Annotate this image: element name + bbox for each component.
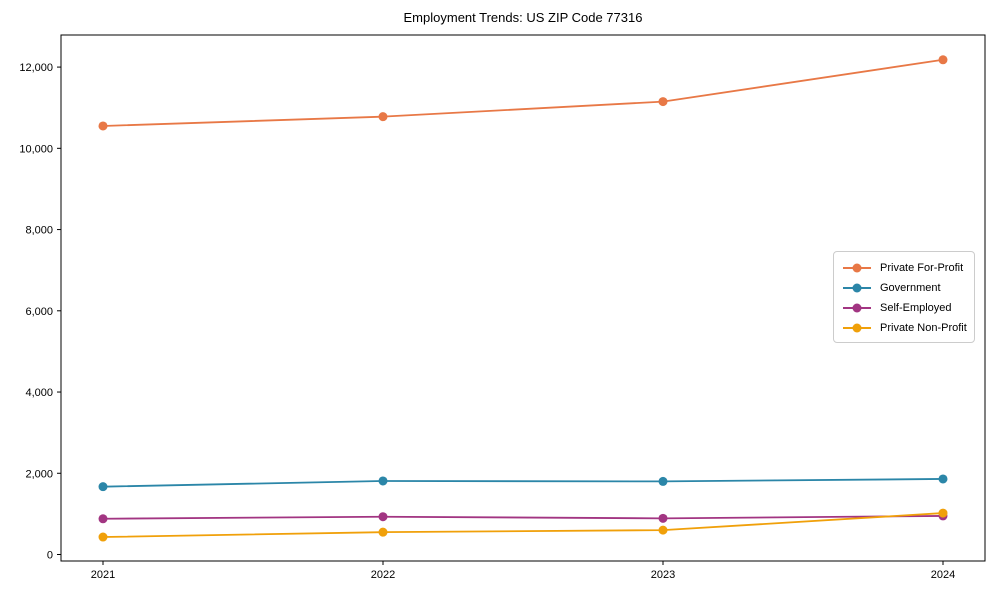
x-tick-label: 2022 — [371, 569, 395, 581]
x-tick-label: 2023 — [651, 569, 675, 581]
legend-marker-icon — [843, 303, 871, 313]
series-line-private-non-profit — [102, 512, 944, 538]
plot-border — [60, 34, 986, 562]
y-tick-label: 4,000 — [25, 387, 53, 399]
data-point-private-for-profit-2023 — [658, 97, 668, 107]
data-point-self-employed-2022 — [378, 512, 388, 522]
legend-marker-icon — [843, 283, 871, 293]
series-line-government — [102, 478, 944, 488]
data-point-government-2022 — [378, 476, 388, 486]
data-point-private-non-profit-2021 — [98, 532, 108, 542]
data-point-private-non-profit-2024 — [938, 508, 948, 518]
data-point-private-for-profit-2024 — [938, 55, 948, 65]
legend-marker-icon — [843, 263, 871, 273]
data-point-government-2023 — [658, 476, 668, 486]
y-tick-label: 10,000 — [19, 143, 53, 155]
legend: Private For-Profit Government Self-Employe… — [833, 251, 975, 343]
legend-item-private-non-profit: Private Non-Profit — [843, 318, 967, 338]
series-line-private-for-profit — [102, 58, 944, 127]
data-point-self-employed-2021 — [98, 514, 108, 524]
y-tick-label: 2,000 — [25, 468, 53, 480]
data-point-self-employed-2023 — [658, 513, 668, 523]
x-tick-label: 2021 — [91, 569, 115, 581]
legend-item-self-employed: Self-Employed — [843, 298, 966, 318]
data-point-government-2024 — [938, 474, 948, 484]
y-tick-label: 0 — [47, 550, 53, 562]
legend-item-private-for-profit: Private For-Profit — [843, 258, 966, 278]
data-point-private-non-profit-2022 — [378, 527, 388, 537]
y-tick-label: 6,000 — [25, 306, 53, 318]
legend-label: Government — [880, 282, 941, 294]
y-tick-label: 8,000 — [25, 225, 53, 237]
data-point-government-2021 — [98, 482, 108, 492]
legend-dot-icon — [852, 323, 862, 333]
series-line-self-employed — [102, 515, 944, 520]
legend-label: Self-Employed — [880, 302, 952, 314]
legend-dot-icon — [852, 303, 862, 313]
data-point-private-non-profit-2023 — [658, 525, 668, 535]
legend-label: Private For-Profit — [880, 262, 964, 274]
data-point-private-for-profit-2022 — [378, 112, 388, 122]
x-tick-label: 2024 — [931, 569, 955, 581]
legend-item-government: Government — [843, 278, 966, 298]
data-point-private-for-profit-2021 — [98, 121, 108, 131]
legend-marker-icon — [843, 323, 871, 333]
y-tick-label: 12,000 — [19, 62, 53, 74]
legend-dot-icon — [852, 283, 862, 293]
legend-dot-icon — [852, 263, 862, 273]
legend-label: Private Non-Profit — [880, 322, 967, 334]
chart-title: Employment Trends: US ZIP Code 77316 — [403, 10, 643, 25]
